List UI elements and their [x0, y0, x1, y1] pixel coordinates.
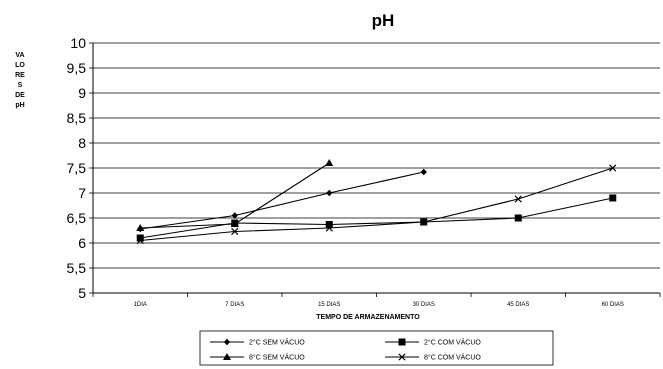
legend-marker [223, 353, 231, 360]
data-point [231, 212, 238, 219]
y-axis-label-line: S [18, 82, 23, 89]
x-axis-label: TEMPO DE ARMAZENAMENTO [316, 314, 420, 321]
y-axis-label-line: LO [15, 62, 25, 69]
y-tick-label: 9,5 [67, 60, 87, 76]
data-point [230, 220, 239, 227]
y-tick-label: 8,5 [67, 110, 87, 126]
data-point [136, 224, 145, 231]
series-x [136, 164, 617, 245]
x-tick-label: 45 DIAS [507, 302, 529, 308]
data-point [136, 236, 144, 245]
data-point [325, 221, 333, 228]
x-tick-label: 1DIA [134, 302, 147, 308]
legend-label: 8°C SEM VÁCUO [249, 353, 305, 362]
y-tick-label: 9 [78, 85, 86, 101]
y-axis-label-line: RE [15, 72, 25, 79]
chart-title: pH [372, 11, 395, 30]
data-point [136, 234, 144, 242]
legend-marker [223, 338, 231, 346]
y-axis-label-line: pH [15, 102, 24, 109]
y-tick-label: 6 [78, 235, 86, 251]
legend-item: 2°C SEM VÁCUO [210, 338, 305, 347]
legend-box [199, 330, 554, 366]
series-line [140, 197, 613, 239]
data-point [325, 159, 334, 166]
y-axis-ticks: 5 5,5 6 6,5 7 7,5 8 8,5 9 9,5 10 [67, 35, 93, 301]
series-line [140, 171, 424, 230]
data-point [325, 224, 333, 232]
y-tick-label: 7,5 [67, 160, 87, 176]
y-tick-label: 8 [78, 135, 86, 151]
y-axis-label: VA LO RE S DE pH [15, 52, 25, 109]
x-tick-label: 15 DIAS [318, 302, 340, 308]
gridlines [93, 42, 660, 294]
y-tick-label: 7 [78, 185, 86, 201]
legend-item: 2°C COM VÁCUO [385, 338, 481, 347]
legend: 2°C SEM VÁCUO 2°C COM VÁCUO 8°C SEM VÁCUO 8… [199, 330, 554, 366]
x-tick-label: 30 DIAS [413, 302, 435, 308]
series-group [136, 159, 617, 245]
y-axis-label-line: VA [15, 52, 24, 59]
y-axis-label-line: DE [15, 92, 25, 99]
data-point [609, 194, 617, 202]
data-point [420, 218, 428, 226]
data-point [514, 214, 522, 222]
y-tick-label: 5,5 [67, 260, 87, 276]
data-point [420, 168, 427, 176]
y-tick-label: 6,5 [67, 210, 87, 226]
legend-marker [398, 353, 406, 361]
y-tick-label: 10 [70, 35, 86, 51]
x-tick-label: 60 DIAS [602, 302, 624, 308]
x-axis-ticks: 1DIA 7 DIAS 15 DIAS 30 DIAS 45 DIAS 60 DIAS [92, 293, 661, 308]
legend-marker [398, 338, 406, 346]
legend-label: 8°C COM VÁCUO [424, 353, 481, 362]
legend-label: 2°C COM VÁCUO [424, 338, 481, 347]
series-triangle [136, 159, 334, 231]
legend-item: 8°C COM VÁCUO [385, 353, 481, 362]
legend-item: 8°C SEM VÁCUO [210, 353, 305, 362]
x-tick-label: 7 DIAS [225, 302, 244, 308]
data-point [326, 189, 333, 197]
y-tick-label: 5 [78, 285, 86, 301]
data-point [609, 164, 617, 172]
series-line [140, 167, 613, 242]
data-point [231, 227, 239, 236]
legend-label: 2°C SEM VÁCUO [249, 338, 305, 347]
data-point [514, 195, 522, 203]
